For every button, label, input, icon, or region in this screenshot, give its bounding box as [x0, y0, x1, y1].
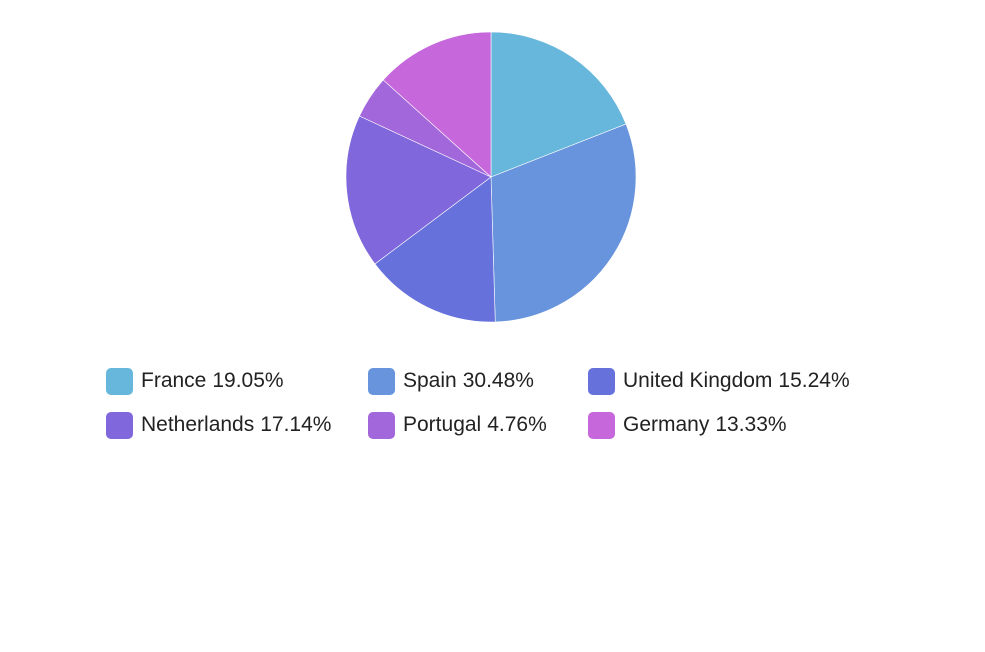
legend-value-france: 19.05%	[212, 369, 284, 392]
legend-item-united-kingdom[interactable]: United Kingdom 15.24%	[588, 367, 850, 395]
pie-slice-spain[interactable]	[490, 123, 637, 323]
pie-slice-united-kingdom[interactable]	[374, 176, 496, 323]
legend-label-netherlands: Netherlands	[141, 413, 255, 436]
pie-slice-netherlands[interactable]	[345, 115, 492, 265]
legend-swatch-portugal	[368, 411, 395, 439]
legend-value-portugal: 4.76%	[487, 413, 547, 436]
legend-item-portugal[interactable]: Portugal 4.76%	[368, 411, 547, 439]
legend-item-spain[interactable]: Spain 30.48%	[368, 367, 534, 395]
legend-value-netherlands: 17.14%	[260, 413, 332, 436]
legend-swatch-germany	[588, 411, 615, 439]
legend-label-spain: Spain	[403, 369, 457, 392]
pie-slice-germany[interactable]	[382, 31, 492, 178]
legend-item-germany[interactable]: Germany 13.33%	[588, 411, 787, 439]
legend-label-portugal: Portugal	[403, 413, 482, 436]
legend-swatch-france	[106, 367, 133, 395]
legend-swatch-united-kingdom	[588, 367, 615, 395]
legend-label-france: France	[141, 369, 207, 392]
pie-slices	[345, 31, 637, 323]
legend-item-netherlands[interactable]: Netherlands 17.14%	[106, 411, 331, 439]
legend-value-spain: 30.48%	[462, 369, 534, 392]
legend-item-france[interactable]: France 19.05%	[106, 367, 284, 395]
legend-swatch-netherlands	[106, 411, 133, 439]
legend-swatch-spain	[368, 367, 395, 395]
legend-value-united-kingdom: 15.24%	[778, 369, 850, 392]
pie-slice-france[interactable]	[490, 31, 627, 178]
legend-label-united-kingdom: United Kingdom	[623, 369, 773, 392]
legend-label-germany: Germany	[623, 413, 710, 436]
legend-value-germany: 13.33%	[715, 413, 787, 436]
